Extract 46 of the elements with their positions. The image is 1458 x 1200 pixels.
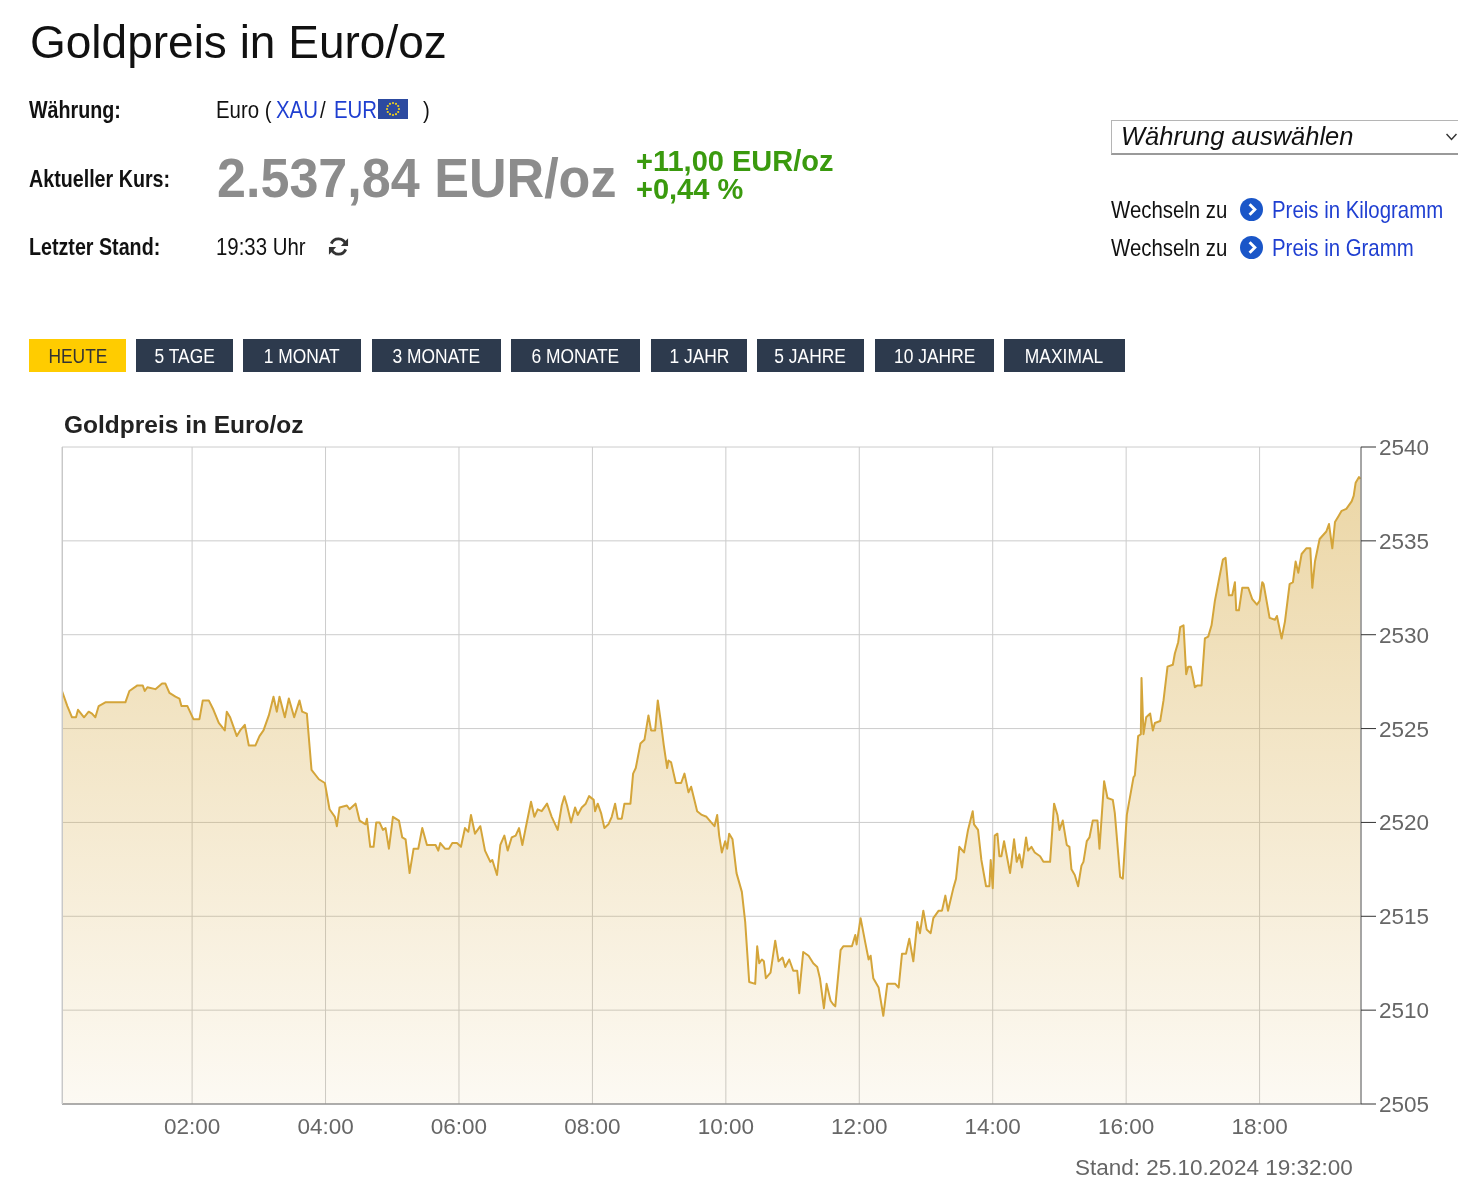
text: Letzter Stand:: [29, 232, 161, 260]
x-tick-label: 06:00: [430, 1113, 488, 1139]
x-tick-label: 08:00: [564, 1113, 621, 1139]
y-tick-label: 2505: [1379, 1091, 1430, 1117]
tab-button[interactable]: 6 MONATE: [511, 339, 640, 372]
tab-button[interactable]: 1 MONAT: [243, 339, 361, 372]
text: Aktueller Kurs:: [29, 164, 171, 192]
y-tick-label: 2520: [1379, 810, 1430, 836]
text: Goldpreis in Euro/oz: [30, 16, 447, 69]
x-tick-label: 04:00: [297, 1113, 354, 1139]
tab-button[interactable]: 3 MONATE: [372, 339, 501, 372]
select-field[interactable]: [1111, 120, 1458, 155]
tab-button[interactable]: 10 JAHRE: [875, 339, 994, 372]
y-tick-label: 2530: [1379, 622, 1430, 648]
y-tick-label: 2540: [1379, 434, 1430, 460]
text: Währung:: [29, 95, 121, 123]
text: 2.537,84 EUR/oz: [217, 145, 617, 209]
text: Wechseln zu: [1111, 233, 1228, 261]
tab-button[interactable]: 1 JAHR: [651, 339, 747, 372]
text: EUR: [334, 95, 378, 123]
tab-button[interactable]: 5 TAGE: [136, 339, 233, 372]
text: 19:33 Uhr: [216, 232, 306, 260]
y-tick-label: 2535: [1379, 528, 1430, 554]
x-tick-label: 18:00: [1231, 1113, 1288, 1139]
text: ): [423, 95, 430, 123]
y-tick-label: 2525: [1379, 716, 1430, 742]
text: Euro (: [216, 95, 272, 123]
chart-title: Goldpreis in Euro/oz: [64, 411, 304, 438]
text: XAU: [276, 95, 318, 123]
x-tick-label: 12:00: [831, 1113, 888, 1139]
text: /: [320, 95, 326, 123]
text: +11,00 EUR/oz: [636, 145, 834, 178]
x-tick-label: 02:00: [163, 1113, 221, 1139]
tab-button[interactable]: MAXIMAL: [1004, 339, 1125, 372]
y-tick-label: 2515: [1379, 904, 1430, 930]
tab-button[interactable]: 5 JAHRE: [757, 339, 864, 372]
tab-button[interactable]: HEUTE: [29, 339, 126, 372]
text: Stand: 25.10.2024 19:32:00: [1075, 1154, 1353, 1180]
text: Preis in Gramm: [1272, 233, 1414, 261]
x-tick-label: 10:00: [697, 1113, 754, 1139]
y-tick-label: 2510: [1379, 998, 1430, 1024]
text: Währung auswählen: [1121, 122, 1354, 151]
text: Wechseln zu: [1111, 195, 1228, 223]
text: Preis in Kilogramm: [1272, 195, 1444, 223]
x-tick-label: 14:00: [964, 1113, 1021, 1139]
x-tick-label: 16:00: [1098, 1113, 1155, 1139]
